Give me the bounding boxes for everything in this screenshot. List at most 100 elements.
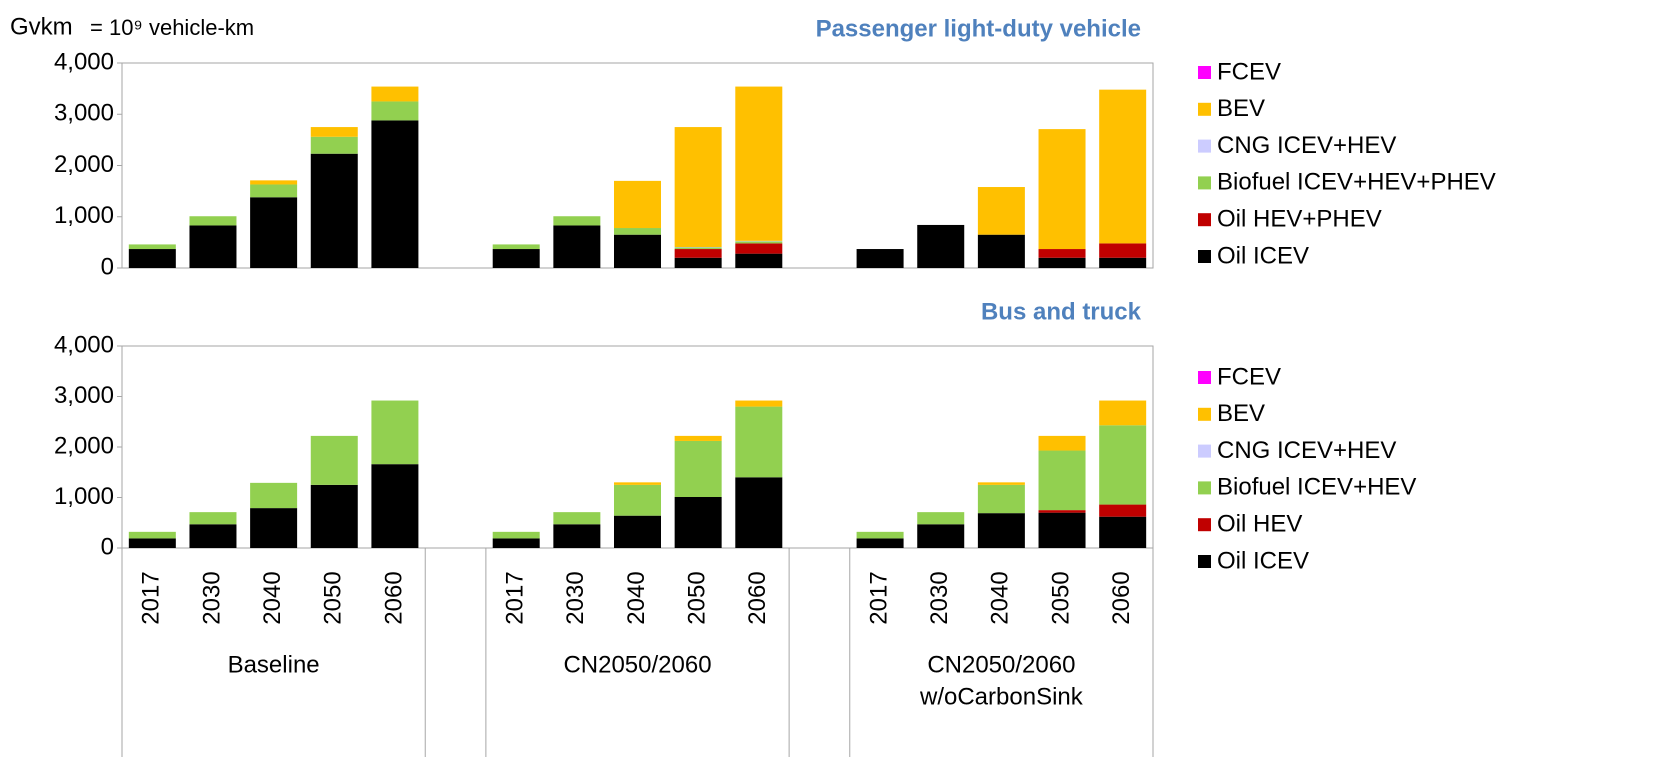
- bar-segment: [310, 136, 358, 154]
- bar-segment: [735, 86, 783, 241]
- bar-segment: [735, 477, 783, 548]
- bar-segment: [674, 257, 722, 268]
- bar-segment: [977, 187, 1025, 235]
- bar-segment: [1038, 249, 1086, 258]
- bar-segment: [189, 524, 237, 548]
- bar-segment: [614, 482, 661, 485]
- x-tick-label: 2060: [744, 571, 771, 624]
- group-label: w/oCarbonSink: [919, 683, 1084, 710]
- bar-segment: [674, 249, 722, 258]
- x-tick-label: 2060: [1108, 571, 1135, 624]
- bar-segment: [674, 247, 722, 250]
- legend-label: FCEV: [1217, 58, 1281, 85]
- bar-segment: [856, 531, 904, 539]
- bar-segment: [1099, 400, 1147, 426]
- bar-segment: [250, 508, 298, 548]
- x-tick-label: 2060: [380, 571, 407, 624]
- bar-segment: [310, 435, 358, 485]
- y-tick-label: 3,000: [54, 100, 114, 127]
- legend-swatch: [1198, 66, 1211, 79]
- x-tick-label: 2017: [502, 571, 529, 624]
- legend-label: Biofuel ICEV+HEV+PHEV: [1217, 169, 1496, 196]
- y-tick-label: 1,000: [54, 483, 114, 510]
- bar-segment: [1038, 257, 1086, 268]
- legend-swatch: [1198, 213, 1211, 227]
- y-tick-label: 2,000: [54, 432, 114, 459]
- group-label: CN2050/2060: [927, 651, 1075, 678]
- bar-segment: [189, 225, 237, 268]
- bar-segment: [1038, 450, 1086, 511]
- legend-swatch: [1198, 481, 1211, 495]
- bar-segment: [250, 180, 298, 185]
- bar-segment: [553, 216, 601, 226]
- bar-segment: [492, 244, 540, 250]
- legend-swatch: [1198, 371, 1211, 384]
- bar-segment: [1099, 243, 1147, 258]
- bar-segment: [856, 249, 904, 268]
- x-tick-label: 2050: [683, 571, 710, 624]
- bar-segment: [977, 234, 1025, 268]
- x-tick-label: 2030: [926, 571, 953, 624]
- legend-label: Oil ICEV: [1217, 242, 1309, 269]
- bar-segment: [128, 244, 176, 250]
- bar-segment: [371, 400, 419, 465]
- bar-segment: [1038, 512, 1086, 548]
- legend-label: Biofuel ICEV+HEV: [1217, 474, 1416, 501]
- y-tick-label: 2,000: [54, 151, 114, 178]
- legend-swatch: [1198, 444, 1211, 458]
- bar-segment: [917, 224, 965, 268]
- bar-segment: [492, 538, 540, 548]
- bar-segment: [735, 241, 783, 244]
- bar-segment: [371, 120, 419, 269]
- bar-segment: [674, 246, 722, 248]
- bar-segment: [977, 484, 1025, 514]
- bar-segment: [735, 253, 783, 268]
- bar-segment: [189, 216, 237, 226]
- bar-segment: [917, 524, 965, 548]
- bar-segment: [856, 538, 904, 548]
- bar-segment: [674, 435, 722, 441]
- legend-label: FCEV: [1217, 363, 1281, 390]
- y-tick-label: 4,000: [54, 331, 114, 358]
- x-tick-label: 2030: [198, 571, 225, 624]
- y-tick-label: 4,000: [54, 48, 114, 75]
- legend-swatch: [1198, 176, 1211, 190]
- legend-swatch: [1198, 250, 1211, 263]
- bar-segment: [1099, 504, 1147, 517]
- x-tick-label: 2017: [138, 571, 165, 624]
- bar-segment: [1099, 425, 1147, 505]
- y-tick-label: 3,000: [54, 382, 114, 409]
- y-unit: Gvkm: [10, 13, 73, 40]
- legend-label: Oil HEV: [1217, 511, 1302, 538]
- bar-segment: [735, 240, 783, 242]
- x-tick-label: 2050: [320, 571, 347, 624]
- bar-segment: [553, 225, 601, 268]
- bar-segment: [250, 197, 298, 268]
- bar-segment: [310, 484, 358, 548]
- x-tick-label: 2040: [987, 571, 1014, 624]
- bar-segment: [614, 484, 661, 516]
- bar-segment: [674, 127, 722, 247]
- legend-swatch: [1198, 518, 1211, 532]
- bar-segment: [735, 243, 783, 254]
- unit-note: = 10⁹ vehicle-km: [90, 15, 254, 40]
- bar-segment: [614, 234, 661, 268]
- bar-segment: [1038, 129, 1086, 250]
- bar-segment: [674, 496, 722, 548]
- bar-segment: [492, 249, 540, 268]
- bar-segment: [917, 512, 965, 525]
- bar-segment: [553, 512, 601, 525]
- legend-swatch: [1198, 555, 1211, 568]
- bar-segment: [250, 482, 298, 509]
- bar-segment: [614, 515, 661, 548]
- bar-segment: [735, 406, 783, 478]
- x-tick-label: 2030: [562, 571, 589, 624]
- y-tick-label: 0: [101, 253, 114, 280]
- bar-segment: [128, 531, 176, 539]
- bar-segment: [128, 249, 176, 268]
- group-label: Baseline: [228, 651, 320, 678]
- legend-swatch: [1198, 407, 1211, 421]
- bar-segment: [492, 531, 540, 539]
- bar-segment: [1099, 89, 1147, 244]
